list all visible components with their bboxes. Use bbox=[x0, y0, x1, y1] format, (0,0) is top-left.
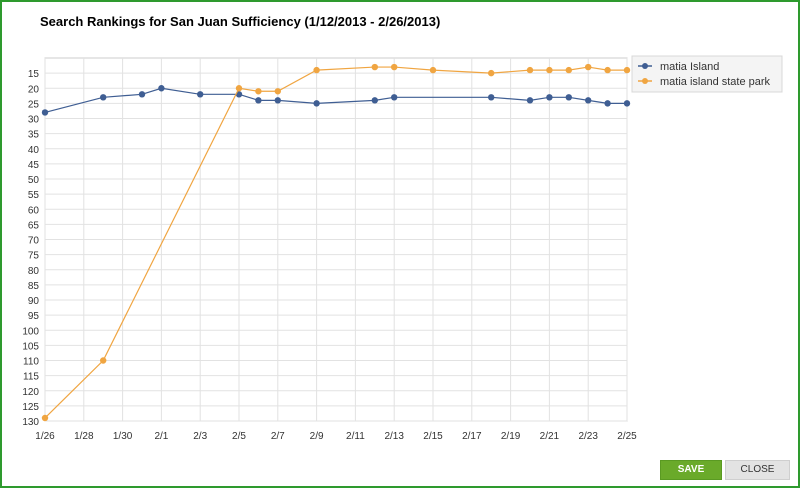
y-tick-label: 25 bbox=[28, 99, 40, 110]
data-point[interactable] bbox=[235, 85, 243, 92]
legend-label: matia island state park bbox=[660, 76, 771, 88]
y-tick-label: 50 bbox=[28, 175, 40, 186]
data-point[interactable] bbox=[488, 69, 495, 77]
data-point[interactable] bbox=[391, 63, 398, 71]
y-tick-label: 80 bbox=[28, 266, 40, 277]
x-tick-label: 1/26 bbox=[35, 431, 55, 442]
data-point[interactable] bbox=[313, 100, 320, 107]
y-tick-label: 105 bbox=[22, 341, 39, 352]
data-point[interactable] bbox=[313, 66, 320, 74]
data-point[interactable] bbox=[604, 100, 611, 107]
data-point[interactable] bbox=[565, 94, 572, 101]
y-tick-label: 120 bbox=[22, 387, 39, 398]
x-tick-label: 2/5 bbox=[232, 431, 246, 442]
data-point[interactable] bbox=[371, 97, 378, 104]
y-tick-label: 115 bbox=[23, 372, 39, 383]
legend-box bbox=[631, 55, 783, 93]
data-point[interactable] bbox=[585, 63, 592, 71]
data-point[interactable] bbox=[274, 88, 281, 95]
y-tick-label: 15 bbox=[28, 69, 40, 80]
data-point[interactable] bbox=[255, 88, 262, 95]
y-tick-label: 60 bbox=[28, 205, 40, 216]
data-point[interactable] bbox=[546, 66, 553, 74]
x-tick-label: 2/3 bbox=[193, 431, 207, 442]
x-tick-label: 1/30 bbox=[113, 431, 133, 442]
y-tick-label: 45 bbox=[28, 160, 40, 171]
x-tick-label: 2/17 bbox=[462, 431, 482, 442]
x-tick-label: 2/15 bbox=[423, 431, 443, 442]
y-tick-label: 35 bbox=[28, 130, 40, 141]
data-point[interactable] bbox=[604, 66, 611, 74]
data-point[interactable] bbox=[100, 357, 107, 364]
chart-title: Search Rankings for San Juan Sufficiency… bbox=[40, 14, 441, 29]
data-point[interactable] bbox=[41, 414, 49, 422]
data-point[interactable] bbox=[197, 91, 204, 98]
data-point[interactable] bbox=[585, 97, 592, 104]
x-tick-label: 2/19 bbox=[501, 431, 521, 442]
y-tick-label: 95 bbox=[28, 311, 40, 322]
x-tick-label: 2/1 bbox=[154, 431, 168, 442]
data-point[interactable] bbox=[138, 91, 146, 98]
save-button[interactable]: SAVE bbox=[660, 460, 722, 480]
data-point[interactable] bbox=[623, 100, 631, 107]
x-tick-label: 2/11 bbox=[346, 431, 365, 442]
x-tick-label: 2/13 bbox=[384, 431, 404, 442]
y-tick-label: 85 bbox=[28, 281, 40, 292]
data-point[interactable] bbox=[274, 97, 281, 104]
y-tick-label: 130 bbox=[22, 417, 39, 428]
x-tick-label: 2/25 bbox=[617, 431, 637, 442]
y-tick-label: 100 bbox=[22, 326, 39, 337]
y-tick-label: 125 bbox=[22, 402, 39, 413]
y-tick-label: 90 bbox=[28, 296, 40, 307]
data-point[interactable] bbox=[255, 97, 262, 104]
data-point[interactable] bbox=[429, 66, 437, 74]
y-tick-label: 75 bbox=[28, 251, 40, 262]
x-tick-label: 2/7 bbox=[271, 431, 285, 442]
data-point[interactable] bbox=[371, 63, 378, 71]
legend-label: matia Island bbox=[660, 61, 719, 73]
y-tick-label: 70 bbox=[28, 236, 40, 247]
y-tick-label: 40 bbox=[28, 145, 40, 156]
data-point[interactable] bbox=[565, 66, 572, 74]
data-point[interactable] bbox=[526, 97, 534, 104]
series-line bbox=[44, 66, 627, 419]
x-tick-label: 1/28 bbox=[74, 431, 94, 442]
y-tick-label: 20 bbox=[28, 84, 40, 95]
data-point[interactable] bbox=[526, 66, 534, 74]
data-point[interactable] bbox=[391, 94, 398, 101]
data-point[interactable] bbox=[100, 94, 107, 101]
y-tick-label: 65 bbox=[28, 220, 40, 231]
y-tick-label: 30 bbox=[28, 115, 40, 126]
y-tick-label: 110 bbox=[23, 357, 39, 368]
data-point[interactable] bbox=[41, 109, 49, 116]
x-tick-label: 2/21 bbox=[540, 431, 560, 442]
data-point[interactable] bbox=[623, 66, 631, 74]
legend-swatch-marker bbox=[642, 63, 648, 69]
y-tick-label: 55 bbox=[28, 190, 40, 201]
legend-swatch-marker bbox=[642, 78, 648, 84]
data-point[interactable] bbox=[158, 85, 165, 92]
close-button[interactable]: CLOSE bbox=[725, 460, 790, 480]
x-tick-label: 2/9 bbox=[310, 431, 324, 442]
series-line bbox=[44, 87, 627, 114]
data-point[interactable] bbox=[546, 94, 553, 101]
data-point[interactable] bbox=[488, 94, 495, 101]
x-tick-label: 2/23 bbox=[578, 431, 598, 442]
